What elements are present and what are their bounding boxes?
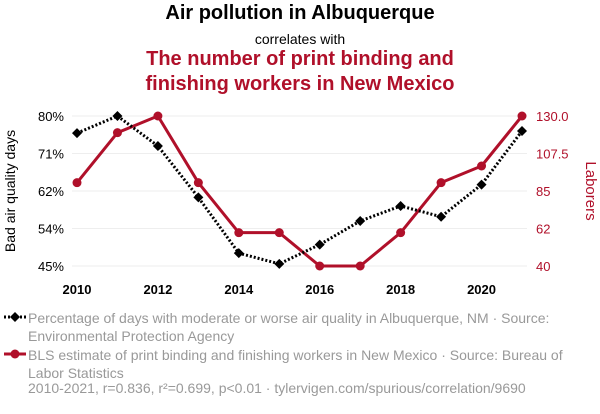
x-tick-label: 2016 [305,282,334,297]
y-right-tick-label: 85 [536,184,550,199]
y-right-axis-label: Laborers [582,161,599,220]
series1-point [476,179,487,190]
y-left-tick-label: 62% [38,184,64,199]
series1-point [517,126,527,136]
chart-title-secondary-line1: The number of print binding and [146,48,454,70]
y-left-tick-label: 45% [38,259,64,274]
legend-marker-series2 [4,349,26,359]
series1-point [314,239,325,250]
series2-point [396,228,406,238]
chart-title-secondary: The number of print binding and finishin… [0,47,600,97]
chart-footer: 2010-2021, r=0.836, r²=0.699, p<0.01 · t… [28,380,526,396]
series2-point [436,178,446,188]
legend-series2: BLS estimate of print binding and finish… [28,347,563,381]
series1-point [152,141,163,151]
series1-point [395,201,406,211]
y-left-tick-label: 54% [38,222,64,237]
series2-point [517,111,527,121]
x-tick-label: 2018 [386,282,415,297]
x-tick-label: 2010 [63,282,92,297]
chart-title: Air pollution in Albuquerque [165,2,435,24]
series1-point [72,128,82,139]
x-tick-label: 2020 [467,282,496,297]
series2-point [355,261,365,271]
series2-point [153,111,163,121]
series1-point [436,211,447,222]
series2-point [234,228,244,238]
series1-point [193,192,204,203]
x-tick-label: 2014 [224,282,254,297]
series2-point [274,228,284,238]
y-right-tick-label: 130.0 [536,109,569,124]
y-right-tick-label: 62 [536,222,550,237]
y-right-tick-label: 107.5 [536,147,569,162]
series2-point [72,178,82,188]
y-right-tick-label: 40 [536,259,550,274]
y-left-tick-label: 71% [38,147,64,162]
chart-subtitle: correlates with [254,31,346,47]
series1-point [355,216,366,226]
series1-point [112,111,123,121]
y-left-tick-label: 80% [38,109,64,124]
y-left-axis-label: Bad air quality days [2,130,18,252]
series2-point [315,261,325,271]
legend-marker-series1 [4,312,26,322]
series1-point [274,258,285,269]
chart-title-secondary-line2: finishing workers in New Mexico [145,73,455,95]
x-tick-label: 2012 [143,282,172,297]
series2-point [193,178,203,188]
series2-point [112,128,122,138]
legend-series1: Percentage of days with moderate or wors… [28,310,550,344]
series1-line [76,114,524,266]
series2-line [75,114,524,268]
series2-point [477,161,487,171]
series1-point [233,248,244,259]
